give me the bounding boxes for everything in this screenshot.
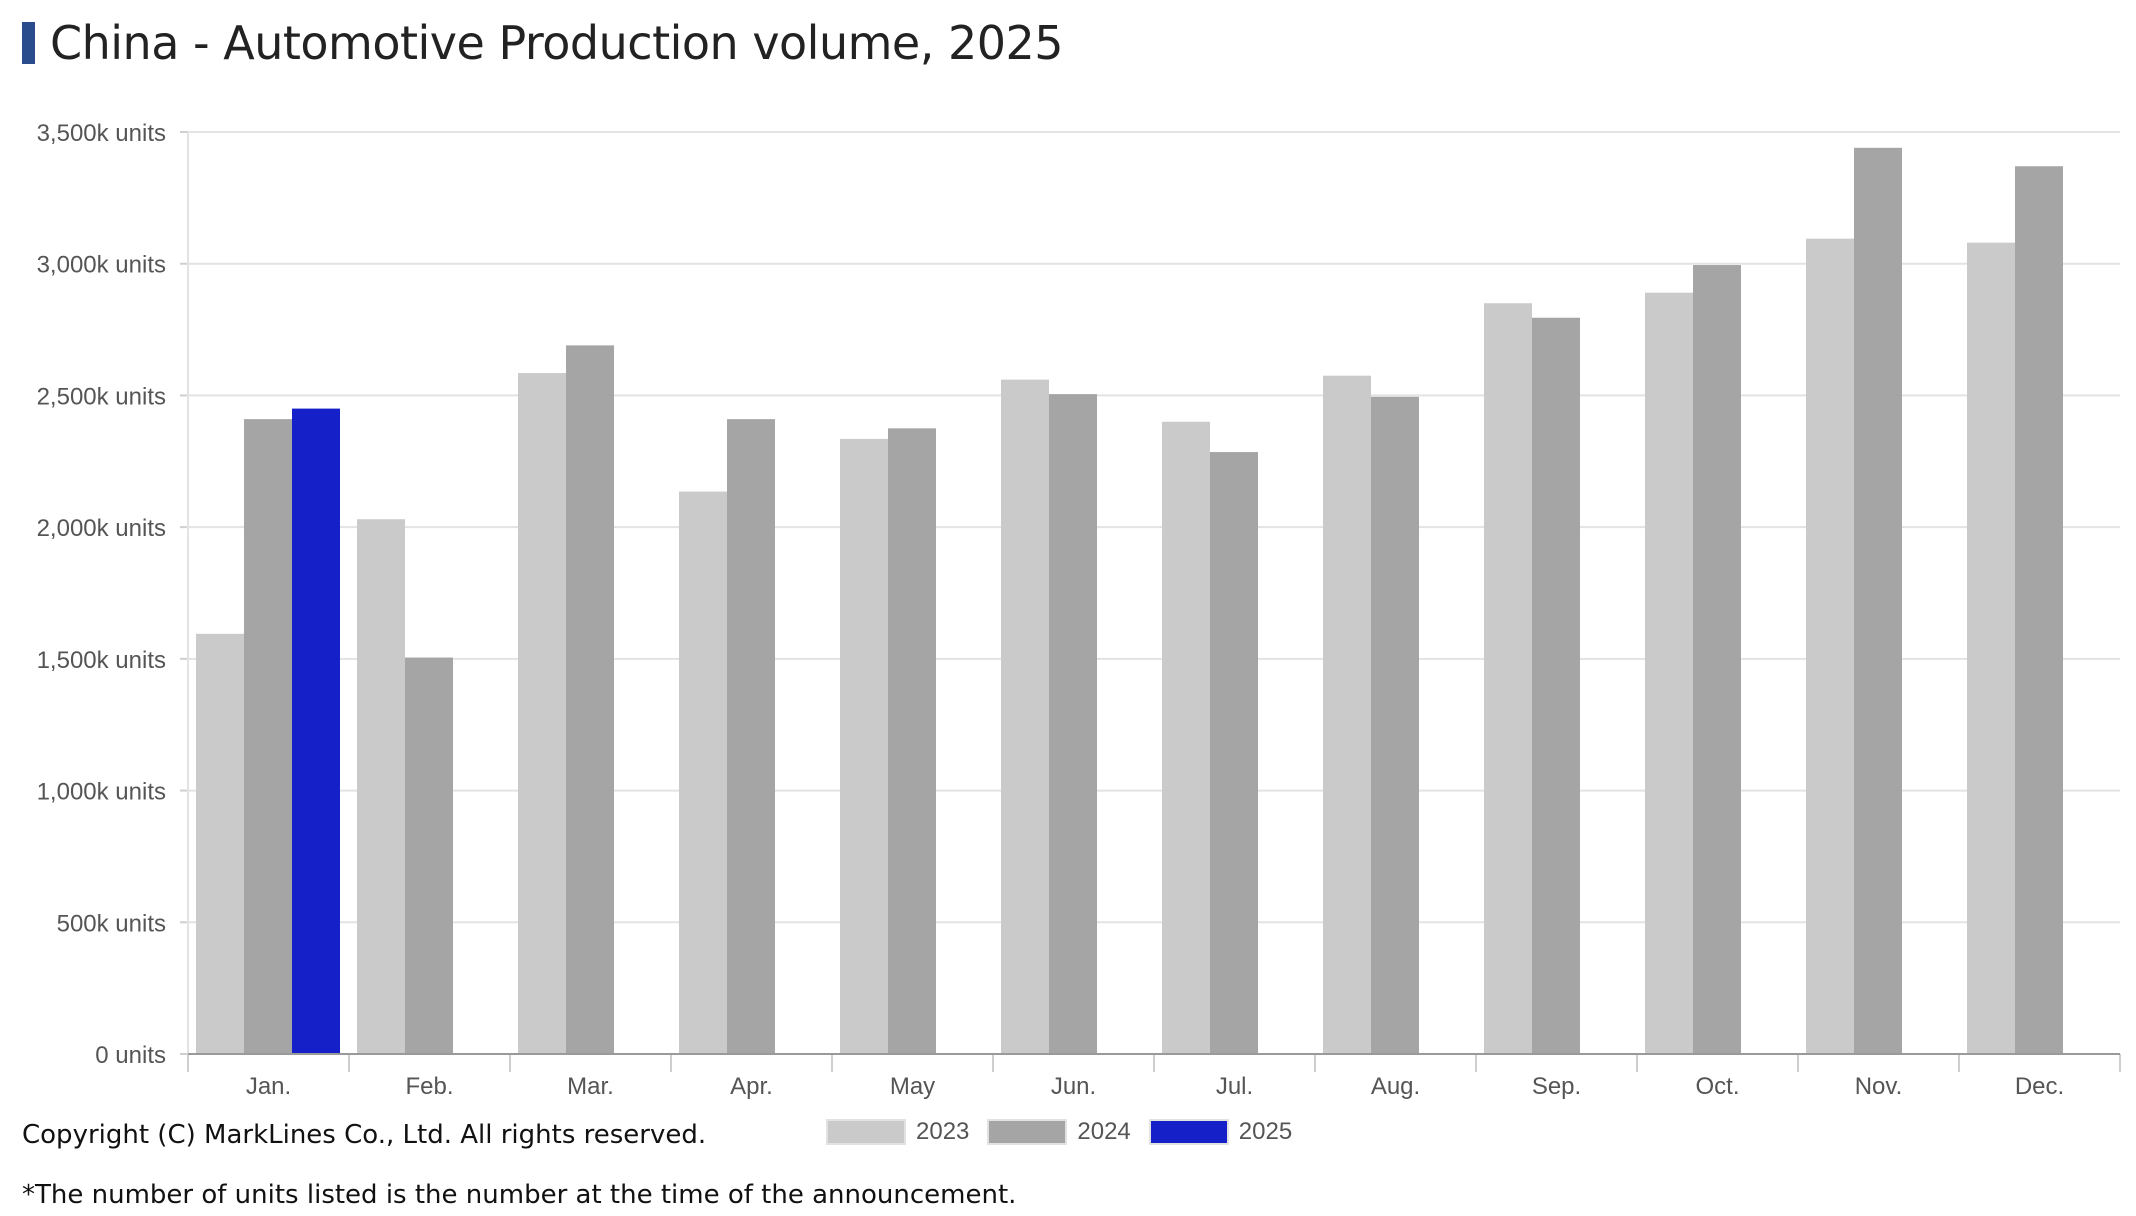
legend-swatch-2025	[1148, 1119, 1229, 1145]
bar-2023-oct[interactable]	[1645, 292, 1693, 1055]
legend-item-2024[interactable]: 2024	[987, 1118, 1131, 1146]
bar-2023-may[interactable]	[840, 438, 888, 1054]
legend-label-2024: 2024	[1077, 1118, 1131, 1145]
bar-2023-dec[interactable]	[1967, 242, 2015, 1054]
x-tick-label: Jul.	[1216, 1073, 1253, 1100]
x-tick-label: Mar.	[567, 1073, 614, 1100]
x-tick-label: Jan.	[246, 1073, 291, 1100]
y-tick-label: 2,500k units	[37, 383, 166, 410]
legend-swatch-2024	[987, 1119, 1068, 1145]
y-tick-label: 3,000k units	[37, 252, 166, 279]
y-tick-label: 1,000k units	[37, 779, 166, 806]
bar-2024-jul[interactable]	[1210, 452, 1258, 1055]
copyright-text: Copyright (C) MarkLines Co., Ltd. All ri…	[22, 1120, 707, 1150]
x-tick-label: Jun.	[1051, 1073, 1096, 1100]
legend-label-2023: 2023	[916, 1118, 970, 1145]
bar-2025-jan[interactable]	[292, 408, 340, 1055]
bar-2024-feb[interactable]	[405, 657, 453, 1054]
y-tick-label: 1,500k units	[37, 647, 166, 674]
legend-item-2025[interactable]: 2025	[1148, 1118, 1293, 1146]
x-tick-label: Oct.	[1695, 1073, 1739, 1100]
bar-2023-aug[interactable]	[1323, 375, 1371, 1055]
x-tick-label: Feb.	[405, 1073, 453, 1100]
chart-legend: 2023 2024 2025	[826, 1118, 1292, 1146]
bar-2023-mar[interactable]	[518, 373, 566, 1055]
legend-swatch-2023	[826, 1119, 906, 1145]
legend-item-2023[interactable]: 2023	[826, 1118, 969, 1146]
x-tick-label: May	[890, 1073, 935, 1100]
bar-2024-sep[interactable]	[1532, 317, 1580, 1054]
legend-label-2025: 2025	[1238, 1118, 1293, 1145]
bar-2023-nov[interactable]	[1806, 238, 1854, 1054]
y-tick-label: 0 units	[95, 1042, 166, 1069]
bar-2024-mar[interactable]	[566, 345, 614, 1054]
x-axis	[187, 132, 2121, 1072]
bar-2023-jun[interactable]	[1001, 379, 1049, 1054]
title-accent-bar	[22, 22, 35, 64]
y-tick-label: 3,500k units	[37, 120, 166, 147]
bar-2023-apr[interactable]	[679, 491, 727, 1055]
bar-2024-jan[interactable]	[244, 419, 292, 1054]
bars	[196, 147, 2063, 1055]
bar-2024-oct[interactable]	[1693, 265, 1741, 1054]
x-axis-tick-labels: Jan. Feb. Mar. Apr. May Jun. Jul. Aug. Sep. Oct. N…	[246, 1073, 2064, 1100]
bar-2024-nov[interactable]	[1854, 147, 1902, 1054]
bar-2023-feb[interactable]	[357, 519, 405, 1054]
grid-lines	[180, 131, 2120, 1055]
bar-2023-sep[interactable]	[1484, 303, 1532, 1054]
x-tick-label: Apr.	[730, 1073, 773, 1100]
bar-2024-dec[interactable]	[2015, 166, 2063, 1054]
x-tick-label: Nov.	[1855, 1073, 1903, 1100]
x-tick-label: Aug.	[1371, 1073, 1420, 1100]
bar-2024-may[interactable]	[888, 428, 936, 1054]
footnote-text: *The number of units listed is the numbe…	[22, 1180, 1017, 1210]
chart-title: China - Automotive Production volume, 20…	[50, 16, 1064, 70]
y-tick-label: 2,000k units	[37, 515, 166, 542]
bar-2023-jul[interactable]	[1162, 421, 1210, 1054]
x-tick-label: Dec.	[2015, 1073, 2064, 1100]
bar-2024-apr[interactable]	[727, 419, 775, 1054]
bar-2024-aug[interactable]	[1371, 396, 1419, 1054]
y-tick-label: 500k units	[57, 910, 166, 937]
bar-2024-jun[interactable]	[1049, 394, 1097, 1054]
bar-chart: 0 units 500k units 1,000k units 1,500k unit…	[37, 120, 2121, 1100]
x-tick-label: Sep.	[1532, 1073, 1581, 1100]
y-axis-tick-labels: 0 units 500k units 1,000k units 1,500k unit…	[37, 120, 166, 1069]
bar-2023-jan[interactable]	[196, 633, 244, 1054]
